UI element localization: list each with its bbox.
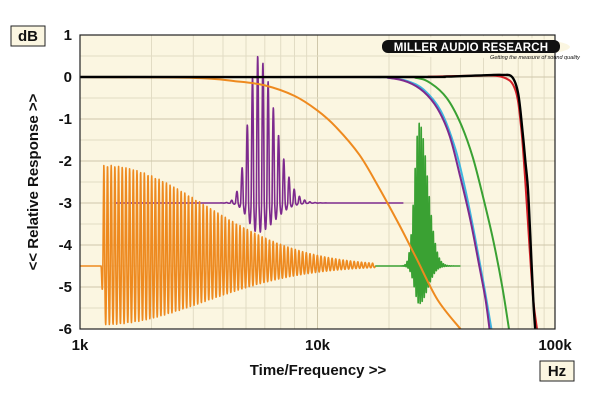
y-tick-label: 0 [64, 69, 72, 86]
y-tick-label: -3 [59, 195, 72, 212]
logo-name: MILLER AUDIO RESEARCH [394, 42, 549, 54]
brand-logo: MILLER AUDIO RESEARCH Getting the measur… [378, 36, 581, 61]
y-tick-label: -1 [59, 111, 72, 128]
series-layer [79, 55, 539, 329]
y-tick-label: 1 [64, 27, 72, 44]
y-tick-labels: 1 0 -1 -2 -3 -4 -5 -6 [59, 27, 73, 338]
y-tick-label: -5 [59, 279, 72, 296]
x-tick-label: 100k [538, 337, 572, 354]
frequency-response-orange [80, 76, 462, 329]
x-tick-label: 1k [72, 337, 89, 354]
x-axis-title: Time/Frequency >> [250, 362, 387, 379]
y-unit-label: dB [18, 28, 38, 45]
logo-tagline: Getting the measure of sound quality [490, 55, 581, 61]
y-axis-title: << Relative Response >> [25, 93, 42, 270]
impulse-response-orange [79, 164, 376, 326]
x-tick-label: 10k [305, 337, 331, 354]
y-tick-label: -2 [59, 153, 72, 170]
y-unit-box: dB [10, 25, 46, 47]
impulse-response-green [374, 122, 462, 305]
x-unit-label: Hz [548, 363, 566, 380]
y-tick-label: -6 [59, 321, 72, 338]
x-tick-labels: 1k 10k 100k [72, 337, 573, 354]
y-tick-label: -4 [59, 237, 73, 254]
x-unit-box: Hz [539, 360, 575, 382]
plot-frame [79, 34, 556, 330]
frequency-response-black [80, 73, 537, 329]
